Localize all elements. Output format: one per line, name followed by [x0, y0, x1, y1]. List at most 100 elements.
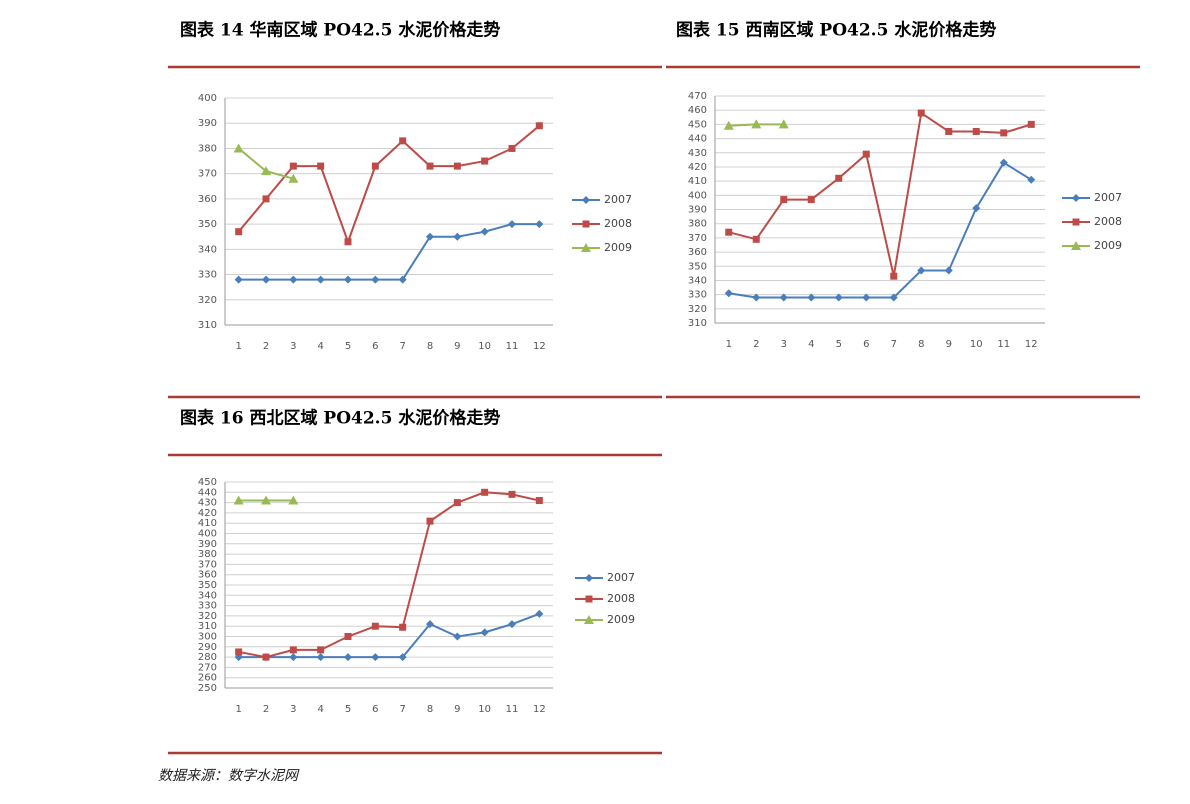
marker: [481, 157, 489, 165]
y-tick-label: 470: [688, 91, 707, 102]
marker: [399, 137, 407, 145]
y-tick-label: 330: [688, 290, 707, 301]
marker: [724, 289, 733, 298]
x-tick-label: 6: [863, 339, 869, 350]
x-tick-label: 10: [970, 339, 983, 350]
marker: [508, 220, 516, 229]
y-tick-label: 400: [198, 93, 217, 104]
x-tick-label: 5: [345, 341, 351, 352]
y-tick-label: 390: [198, 539, 217, 550]
y-tick-label: 450: [198, 477, 217, 488]
x-tick-label: 4: [808, 339, 814, 350]
legend-marker: [1071, 241, 1081, 250]
marker: [723, 120, 734, 130]
x-tick-label: 11: [997, 339, 1010, 350]
x-tick-label: 1: [726, 339, 732, 350]
marker: [371, 653, 380, 662]
y-tick-label: 430: [198, 498, 217, 509]
marker: [316, 275, 325, 284]
x-tick-label: 8: [427, 341, 433, 352]
y-tick-label: 360: [198, 194, 217, 205]
x-tick-label: 10: [478, 341, 491, 352]
x-tick-label: 12: [533, 341, 546, 352]
marker: [1027, 120, 1035, 128]
y-tick-label: 340: [198, 590, 217, 601]
marker: [453, 232, 462, 241]
marker: [508, 490, 516, 498]
marker: [480, 227, 489, 236]
marker: [834, 293, 843, 302]
y-tick-label: 380: [198, 549, 217, 560]
marker: [262, 275, 270, 284]
legend-label: 2008: [1094, 215, 1122, 228]
x-tick-label: 6: [372, 341, 378, 352]
y-tick-label: 460: [688, 105, 707, 116]
marker: [917, 109, 925, 117]
marker: [917, 266, 926, 275]
marker: [233, 495, 244, 505]
x-tick-label: 3: [781, 339, 787, 350]
marker: [426, 162, 434, 170]
x-tick-label: 5: [345, 704, 351, 715]
marker: [234, 275, 243, 284]
marker: [261, 495, 271, 505]
legend-label: 2008: [607, 592, 635, 605]
x-tick-label: 3: [290, 341, 296, 352]
legend-marker: [585, 595, 593, 603]
marker: [235, 648, 243, 656]
marker: [480, 628, 489, 637]
x-tick-label: 8: [918, 339, 924, 350]
marker: [972, 204, 981, 213]
y-tick-label: 340: [198, 244, 217, 255]
marker: [288, 495, 299, 505]
marker: [289, 162, 297, 170]
marker: [426, 232, 434, 241]
marker: [399, 623, 407, 631]
marker: [862, 293, 871, 302]
marker: [1027, 175, 1036, 184]
marker: [344, 633, 352, 640]
x-tick-label: 10: [478, 704, 491, 715]
legend-marker: [581, 243, 591, 252]
y-tick-label: 370: [688, 233, 707, 244]
y-tick-label: 450: [688, 119, 707, 130]
y-tick-label: 440: [198, 487, 217, 498]
y-tick-label: 440: [688, 134, 707, 145]
legend-label: 2007: [1094, 191, 1122, 204]
x-tick-label: 11: [506, 341, 519, 352]
marker: [778, 119, 789, 129]
x-tick-label: 1: [235, 341, 241, 352]
marker: [289, 275, 298, 284]
marker: [535, 122, 543, 130]
marker: [999, 158, 1008, 167]
x-tick-label: 4: [317, 341, 323, 352]
marker: [371, 622, 379, 630]
marker: [1000, 129, 1008, 137]
marker: [535, 220, 544, 229]
marker: [235, 228, 243, 236]
x-tick-label: 1: [235, 704, 241, 715]
x-tick-label: 8: [427, 704, 433, 715]
marker: [262, 195, 270, 203]
legend-label: 2007: [607, 571, 635, 584]
y-tick-label: 310: [198, 621, 217, 632]
y-tick-label: 400: [198, 529, 217, 540]
marker: [288, 173, 299, 183]
y-tick-label: 330: [198, 270, 217, 281]
legend-marker: [584, 615, 594, 624]
series-line: [237, 124, 540, 245]
marker: [535, 497, 543, 505]
marker: [233, 143, 244, 153]
marker: [535, 609, 544, 618]
series-line: [728, 111, 1032, 277]
y-tick-label: 350: [198, 219, 217, 230]
x-tick-label: 7: [891, 339, 897, 350]
y-tick-label: 320: [198, 295, 217, 306]
marker: [508, 620, 516, 629]
x-tick-label: 2: [753, 339, 759, 350]
marker: [807, 293, 816, 302]
y-tick-label: 350: [198, 580, 217, 591]
x-tick-label: 7: [399, 704, 405, 715]
x-tick-label: 2: [263, 341, 269, 352]
